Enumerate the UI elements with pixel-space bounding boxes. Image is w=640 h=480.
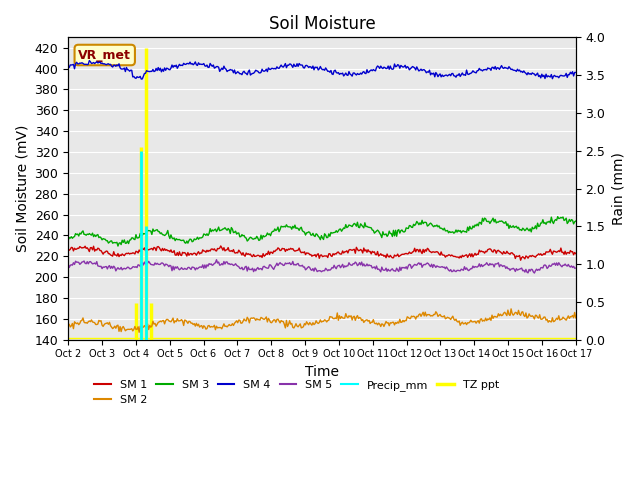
Title: Soil Moisture: Soil Moisture xyxy=(269,15,375,33)
Y-axis label: Rain (mm): Rain (mm) xyxy=(611,152,625,225)
Y-axis label: Soil Moisture (mV): Soil Moisture (mV) xyxy=(15,125,29,252)
Text: VR_met: VR_met xyxy=(78,48,131,61)
Legend: SM 1, SM 2, SM 3, SM 4, SM 5, Precip_mm, TZ ppt: SM 1, SM 2, SM 3, SM 4, SM 5, Precip_mm,… xyxy=(90,375,503,410)
X-axis label: Time: Time xyxy=(305,365,339,379)
